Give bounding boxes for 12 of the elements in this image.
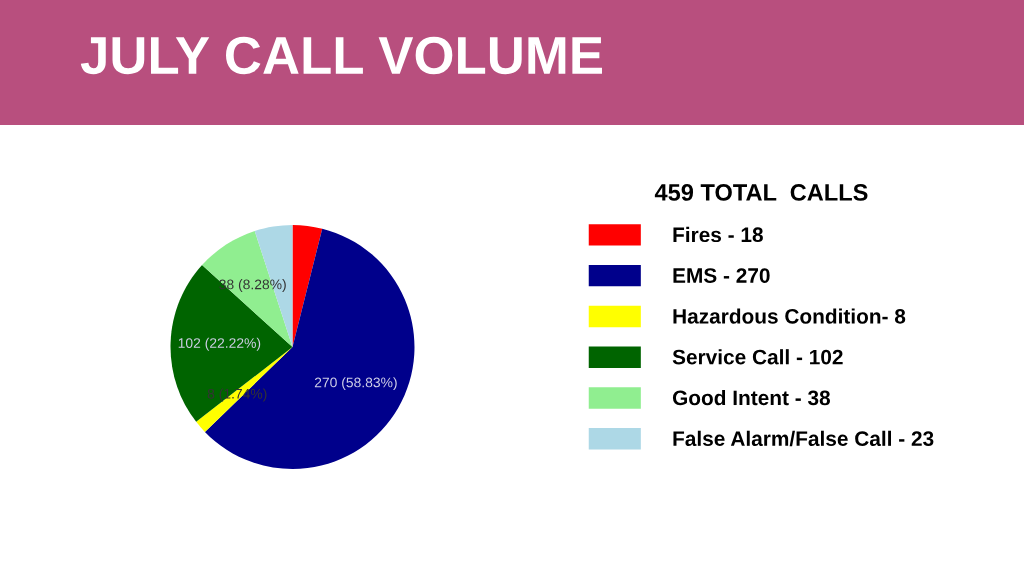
legend-label: EMS - 270 [673, 268, 770, 283]
legend-label: Hazardous Condition- 8 [673, 308, 906, 324]
data-label: 270 (58.83%) [314, 377, 397, 391]
pie-slice [170, 265, 293, 422]
legend-label: Good Intent - 38 [672, 389, 830, 406]
legend-label: Service Call - 102 [672, 349, 843, 365]
chart-title: JULY CALL VOLUME [80, 36, 602, 75]
legend-label: False Alarm/False Call - 23 [673, 430, 934, 447]
legend-label: Fires - 18 [673, 226, 763, 243]
legend-title: 459 TOTAL CALLS [654, 184, 868, 201]
data-label: 102 (22.22%) [178, 337, 261, 351]
pie-slice [204, 228, 415, 469]
